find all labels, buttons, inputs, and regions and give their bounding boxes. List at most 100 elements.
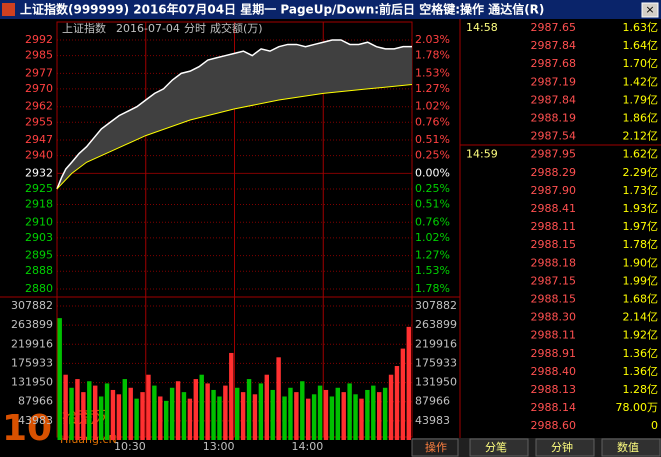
tab[interactable]	[535, 438, 595, 457]
tab-label: 分笔	[485, 440, 507, 454]
close-icon: ×	[645, 3, 654, 16]
volume-bar	[69, 387, 74, 440]
volume-bar	[264, 374, 269, 440]
volume-bar	[294, 392, 299, 440]
tick-volume: 1.42亿	[623, 75, 659, 88]
volume-tick-label-right: 219916	[415, 337, 457, 350]
header-date: 2016-07-04	[116, 22, 180, 35]
tick-price: 2988.30	[531, 311, 577, 324]
tab-label: 数值	[617, 441, 639, 454]
time-label: 14:00	[292, 440, 324, 453]
tick-volume: 1.63亿	[623, 21, 659, 34]
price-tick-label: 2895	[25, 249, 53, 262]
volume-bar	[270, 389, 275, 440]
tick-price: 2988.15	[531, 238, 577, 251]
volume-bar	[235, 387, 240, 440]
volume-bar	[377, 392, 382, 440]
volume-tick-label-right: 43983	[415, 414, 450, 427]
tick-price: 2988.91	[531, 347, 577, 360]
volume-bar	[169, 387, 175, 440]
tab-label: 分钟	[551, 440, 573, 454]
tick-volume: 1.73亿	[623, 184, 659, 197]
pct-tick-label: 1.53%	[415, 264, 450, 277]
tick-volume: 1.28亿	[623, 383, 659, 396]
price-tick-label: 2903	[25, 231, 53, 244]
tick-volume: 78.00万	[616, 401, 659, 414]
close-button[interactable]	[641, 2, 659, 18]
volume-tick-label: 219916	[11, 337, 53, 350]
tick-price: 2988.40	[531, 365, 577, 378]
volume-bar	[110, 389, 116, 440]
tick-volume: 1.90亿	[623, 256, 659, 269]
tick-volume: 1.86亿	[623, 112, 659, 125]
volume-bar	[276, 357, 281, 440]
time-label: 10:30	[114, 440, 146, 453]
volume-bar	[252, 394, 258, 440]
volume-bar	[371, 385, 376, 440]
tick-price: 2987.90	[531, 184, 577, 197]
tick-volume: 2.14亿	[623, 311, 659, 324]
tick-volume: 1.78亿	[623, 238, 659, 251]
volume-bar	[75, 379, 80, 440]
tick-price: 2988.13	[531, 383, 577, 396]
pct-tick-label: 1.78%	[415, 282, 450, 295]
price-tick-label: 2940	[25, 149, 53, 162]
tick-volume: 1.36亿	[623, 347, 659, 360]
tick-volume: 1.93亿	[623, 202, 659, 215]
tick-volume: 1.64亿	[623, 39, 659, 52]
pct-tick-label: 0.51%	[415, 133, 450, 146]
header-name: 上证指数	[62, 21, 106, 35]
volume-bar	[128, 387, 133, 440]
volume-bar	[93, 385, 98, 440]
volume-bar	[335, 387, 340, 440]
watermark-name: 拾荒网	[62, 408, 110, 427]
watermark-number: 10	[2, 408, 52, 449]
volume-bar	[240, 392, 246, 440]
tick-price: 2988.18	[531, 256, 577, 269]
price-tick-label: 2888	[25, 264, 53, 277]
average-line	[56, 83, 413, 190]
pct-tick-label: 1.02%	[415, 231, 450, 244]
price-tick-label: 2932	[25, 166, 53, 179]
tab[interactable]	[601, 438, 661, 457]
volume-bar	[152, 385, 157, 440]
tick-time: 14:58	[466, 21, 498, 34]
volume-bar	[205, 383, 210, 440]
price-tick-label: 2985	[25, 49, 53, 62]
volume-bar	[223, 385, 228, 440]
tick-volume: 0	[651, 419, 658, 432]
time-label: 13:00	[203, 440, 235, 453]
price-tick-label: 2947	[25, 133, 53, 146]
volume-bar	[347, 383, 352, 440]
tab[interactable]	[469, 438, 529, 457]
tick-volume: 1.62亿	[623, 148, 659, 161]
tick-price: 2988.14	[531, 401, 577, 414]
pct-tick-label: 0.51%	[415, 198, 450, 211]
tab-label: 操作	[425, 440, 447, 454]
volume-tick-label: 131950	[11, 376, 53, 389]
volume-bar	[181, 392, 187, 440]
volume-bar	[306, 398, 311, 440]
tick-price: 2988.11	[531, 220, 577, 233]
pct-tick-label: 0.25%	[415, 182, 450, 195]
tab[interactable]	[411, 438, 459, 457]
volume-bar	[300, 381, 305, 440]
price-tick-label: 2977	[25, 66, 53, 79]
tick-volume: 1.97亿	[623, 220, 659, 233]
window-title: 上证指数(999999) 2016年07月04日 星期一 PageUp/Down…	[20, 2, 544, 17]
tick-volume: 2.29亿	[623, 166, 659, 179]
price-tick-label: 2880	[25, 282, 53, 295]
volume-bar	[359, 398, 364, 440]
volume-bar	[98, 396, 104, 440]
volume-bar	[317, 385, 323, 440]
volume-bar	[406, 326, 411, 440]
volume-bar	[353, 394, 358, 440]
price-tick-label: 2910	[25, 215, 53, 228]
tick-volume: 2.12亿	[623, 130, 659, 143]
volume-bar	[211, 389, 216, 440]
pct-tick-label: 0.76%	[415, 115, 450, 128]
volume-tick-label-right: 87966	[415, 395, 450, 408]
volume-bar	[140, 392, 145, 440]
tick-price: 2987.19	[531, 75, 577, 88]
